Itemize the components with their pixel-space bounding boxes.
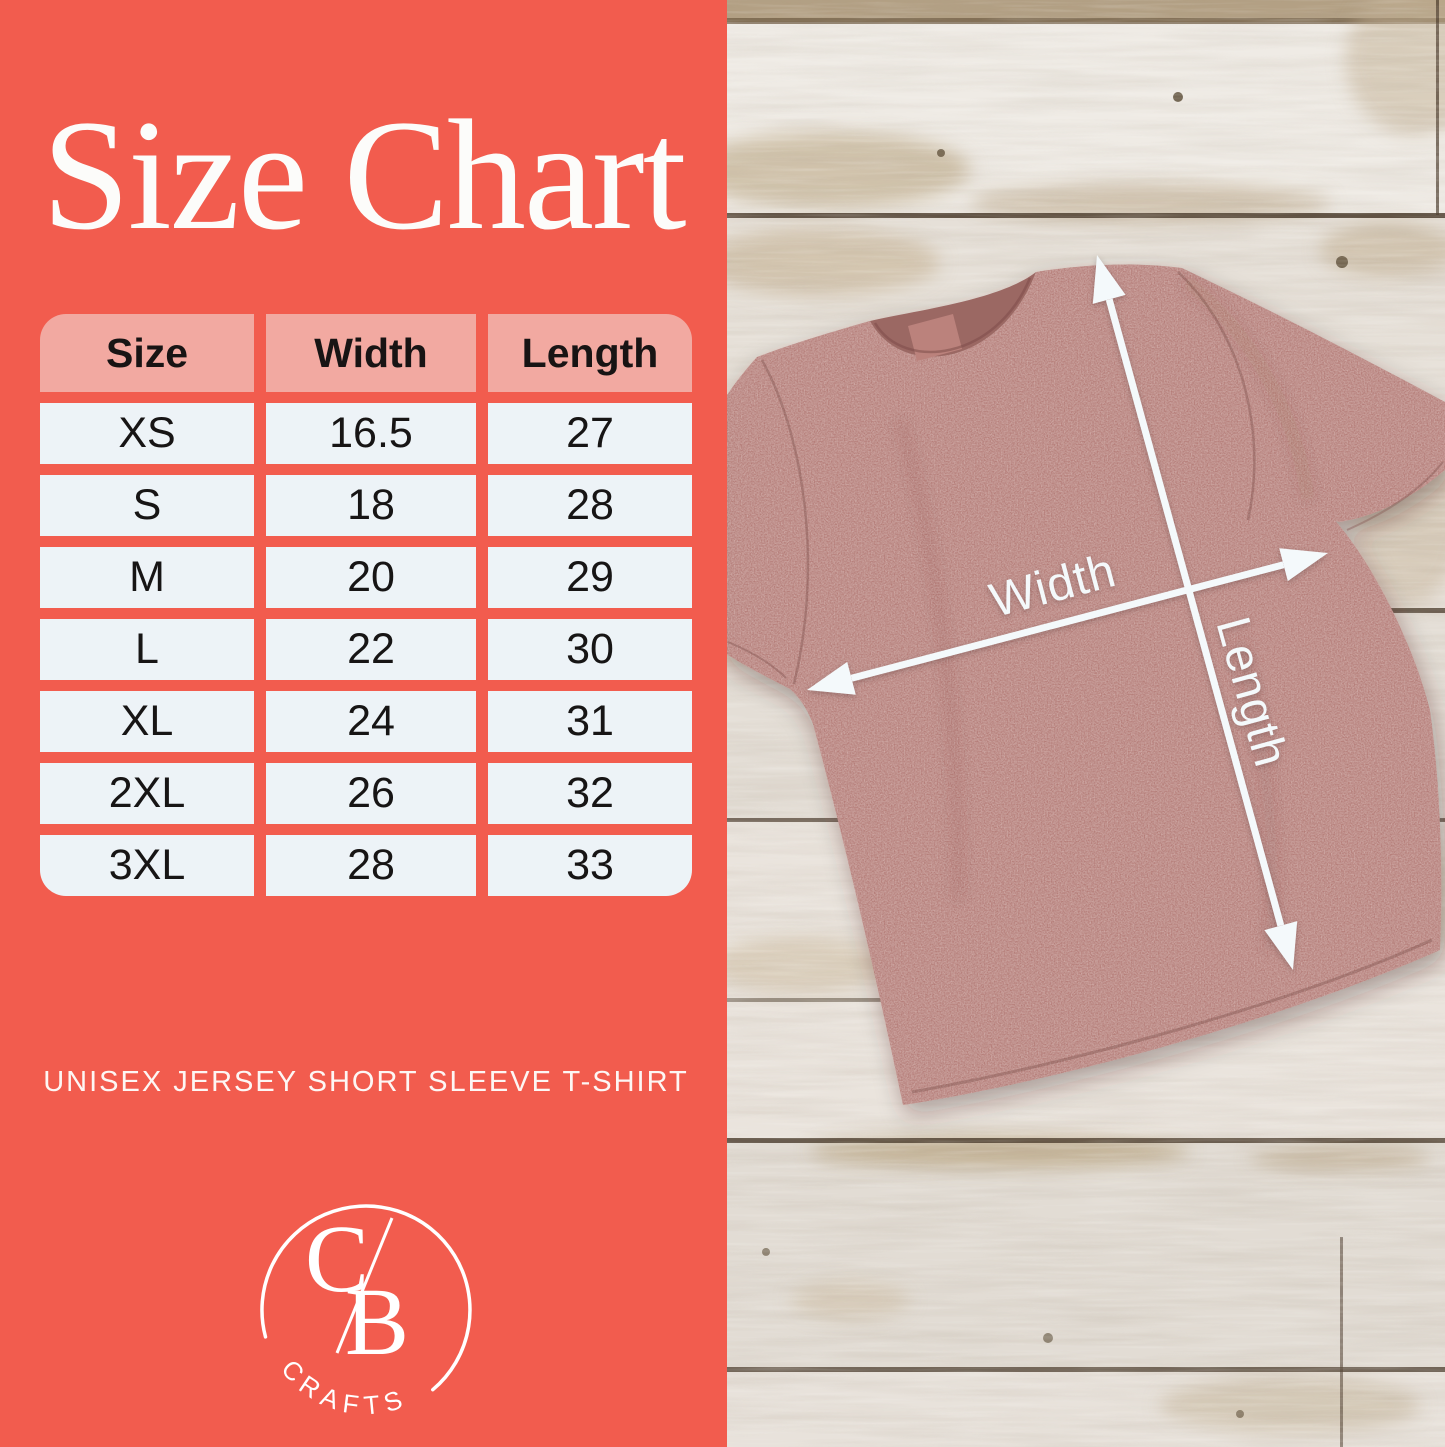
page-title: Size Chart xyxy=(42,88,687,263)
table-cell: 2XL xyxy=(40,763,254,824)
table-cell: XS xyxy=(40,403,254,464)
table-cell: XL xyxy=(40,691,254,752)
table-cell: 31 xyxy=(488,691,692,752)
table-cell: 24 xyxy=(266,691,476,752)
table-cell: 28 xyxy=(488,475,692,536)
collar-stitch xyxy=(873,277,1032,354)
table-cell: 3XL xyxy=(40,835,254,896)
table-cell: 28 xyxy=(266,835,476,896)
table-cell: 27 xyxy=(488,403,692,464)
table-header-cell: Length xyxy=(488,314,692,392)
tshirt-photo: Width Length xyxy=(727,0,1445,1447)
product-subtitle: UNISEX JERSEY SHORT SLEEVE T-SHIRT xyxy=(43,1066,689,1098)
table-header-cell: Width xyxy=(266,314,476,392)
size-table: Size Width Length XS 16.5 27 S 18 28 M 20 29 L 22 30 XL… xyxy=(40,314,692,896)
table-cell: 26 xyxy=(266,763,476,824)
brand-logo: C B CRAFTS xyxy=(260,1204,472,1421)
table-cell: 16.5 xyxy=(266,403,476,464)
length-arrow-icon xyxy=(1092,255,1298,970)
table-cell: 20 xyxy=(266,547,476,608)
table-cell: 32 xyxy=(488,763,692,824)
logo-letter-c: C xyxy=(305,1205,369,1312)
logo-circle-icon xyxy=(260,1204,472,1392)
table-cell: 22 xyxy=(266,619,476,680)
tshirt-body xyxy=(727,264,1445,1105)
table-cell: L xyxy=(40,619,254,680)
table-cell: 18 xyxy=(266,475,476,536)
logo-slash-icon xyxy=(335,1217,394,1354)
table-cell: 33 xyxy=(488,835,692,896)
width-arrow-icon xyxy=(807,548,1328,695)
tshirt xyxy=(727,264,1445,1105)
table-cell: M xyxy=(40,547,254,608)
table-cell: S xyxy=(40,475,254,536)
table-cell: 29 xyxy=(488,547,692,608)
table-header-cell: Size xyxy=(40,314,254,392)
table-cell: 30 xyxy=(488,619,692,680)
info-panel: Size Chart Size Width Length XS 16.5 27 S 18 28 M… xyxy=(40,88,692,1421)
logo-letter-b: B xyxy=(345,1268,409,1375)
